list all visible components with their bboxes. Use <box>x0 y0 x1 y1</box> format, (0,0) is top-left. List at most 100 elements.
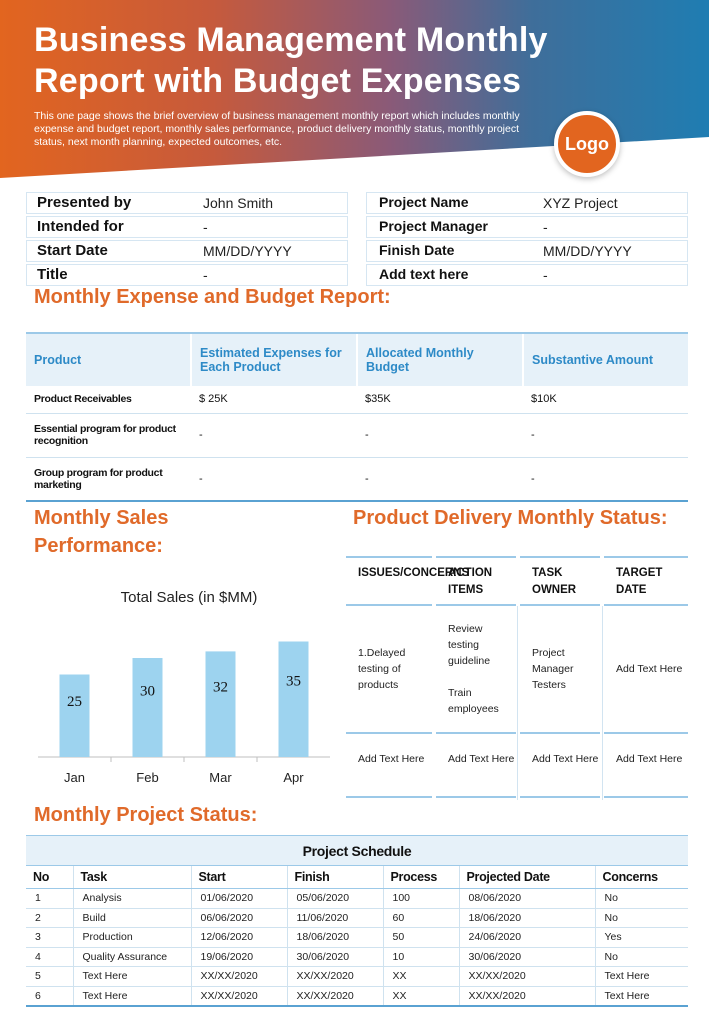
table-cell: $10K <box>523 386 688 414</box>
table-cell: XX/XX/2020 <box>286 966 383 987</box>
info-label: Project Name <box>379 194 469 210</box>
delivery-cell: Add Text Here <box>520 732 600 798</box>
expense-table: Product Estimated Expenses for Each Prod… <box>26 332 688 502</box>
table-cell: - <box>357 413 523 458</box>
info-value: - <box>543 219 548 235</box>
schedule-body: 1 Analysis 01/06/2020 05/06/2020 100 08/06/20… <box>26 888 688 1007</box>
info-label: Start Date <box>37 242 108 259</box>
table-cell: Text Here <box>72 966 191 987</box>
delivery-col-header: ACTION ITEMS <box>436 556 516 606</box>
column-divider <box>517 606 518 800</box>
expense-col-header: Product <box>26 332 191 386</box>
table-cell: 10 <box>382 947 459 967</box>
info-label: Finish Date <box>379 242 455 258</box>
schedule-col-header: Concerns <box>594 865 688 889</box>
data-label: 25 <box>67 694 82 710</box>
x-tick-label: Jan <box>64 770 85 785</box>
table-cell: Production <box>72 927 191 948</box>
table-cell: Build <box>72 908 191 928</box>
table-cell: Text Here <box>72 986 191 1007</box>
table-row: Product Receivables $ 25K $35K $10K <box>26 386 688 414</box>
table-cell: Text Here <box>594 966 688 987</box>
table-cell: No <box>594 947 688 967</box>
schedule-col-header: Finish <box>286 865 383 889</box>
info-value: - <box>203 219 208 235</box>
table-cell: 11/06/2020 <box>286 908 383 928</box>
table-cell: XX/XX/2020 <box>190 966 287 987</box>
project-schedule-table: Project Schedule No Task Start Finish Pr… <box>26 835 688 1007</box>
table-cell: - <box>523 457 688 502</box>
table-cell: 06/06/2020 <box>190 908 287 928</box>
table-cell: XX <box>382 966 459 987</box>
table-cell: 4 <box>26 947 73 967</box>
bar-mar <box>205 651 236 757</box>
table-row: 5 Text Here XX/XX/2020 XX/XX/2020 XX XX/XX/20… <box>26 966 688 987</box>
project-heading: Monthly Project Status: <box>34 804 258 826</box>
data-label: 35 <box>286 673 301 689</box>
table-cell: 100 <box>382 888 459 909</box>
table-row: 3 Production 12/06/2020 18/06/2020 50 24/06/2… <box>26 927 688 948</box>
table-cell: - <box>523 413 688 458</box>
project-schedule-title: Project Schedule <box>26 835 688 865</box>
info-label: Intended for <box>37 218 124 235</box>
schedule-col-header: Start <box>190 865 287 889</box>
table-cell: No <box>594 908 688 928</box>
bar-apr <box>278 641 309 757</box>
info-label: Project Manager <box>379 218 488 234</box>
delivery-cell: Add Text Here <box>346 732 432 798</box>
table-cell: 18/06/2020 <box>286 927 383 948</box>
table-cell: Text Here <box>594 986 688 1007</box>
table-cell: - <box>191 413 357 458</box>
chart-title: Total Sales (in $MM) <box>120 589 258 606</box>
table-cell: 30/06/2020 <box>286 947 383 967</box>
info-row-finish-date: Finish Date MM/DD/YYYY <box>366 240 688 262</box>
info-label: Presented by <box>37 194 132 211</box>
expense-col-header: Substantive Amount <box>522 332 688 386</box>
sales-heading: Monthly Sales Performance: <box>34 507 169 557</box>
schedule-col-header: Task <box>72 865 191 889</box>
delivery-cell: Review testing guideline Train employees <box>448 623 499 715</box>
table-cell: 5 <box>26 966 73 987</box>
table-cell: - <box>191 457 357 502</box>
schedule-col-header: Projected Date <box>458 865 595 889</box>
table-cell: XX/XX/2020 <box>286 986 383 1007</box>
delivery-cell: Add Text Here <box>604 732 688 798</box>
table-cell: XX/XX/2020 <box>458 986 595 1007</box>
column-divider <box>602 606 603 800</box>
delivery-col-target: TARGET DATE Add Text Here Add Text Here <box>604 556 688 800</box>
table-cell: 2 <box>26 908 73 928</box>
table-cell: 60 <box>382 908 459 928</box>
table-row: 6 Text Here XX/XX/2020 XX/XX/2020 XX XX/XX/20… <box>26 986 688 1007</box>
expense-heading: Monthly Expense and Budget Report: <box>34 286 391 308</box>
delivery-col-header: ISSUES/CONCERNS <box>346 556 469 606</box>
info-label: Title <box>37 266 68 283</box>
delivery-col-issues: ISSUES/CONCERNS 1.Delayed testing of pro… <box>346 556 469 800</box>
info-row-presented-by: Presented by John Smith <box>26 192 348 214</box>
table-cell: 24/06/2020 <box>458 927 595 948</box>
info-row-intended-for: Intended for - <box>26 216 348 238</box>
delivery-col-header: TASK OWNER <box>520 556 600 606</box>
table-cell: $35K <box>357 386 523 414</box>
info-value: MM/DD/YYYY <box>203 243 292 259</box>
delivery-col-owner: TASK OWNER Project Manager Testers Add T… <box>520 556 600 800</box>
info-value: XYZ Project <box>543 195 618 211</box>
x-tick-label: Mar <box>209 770 232 785</box>
table-cell: XX <box>382 986 459 1007</box>
bar-jan <box>59 674 90 757</box>
table-cell: 50 <box>382 927 459 948</box>
table-row: 4 Quality Assurance 19/06/2020 30/06/2020 10… <box>26 947 688 967</box>
table-cell: 1 <box>26 888 73 909</box>
logo-placeholder: Logo <box>554 111 620 177</box>
info-row-project-manager: Project Manager - <box>366 216 688 238</box>
info-row-title: Title - <box>26 264 348 286</box>
x-tick-label: Feb <box>136 770 158 785</box>
schedule-col-header: Process <box>382 865 459 889</box>
info-row-add-text: Add text here - <box>366 264 688 286</box>
table-cell: 05/06/2020 <box>286 888 383 909</box>
table-cell: 30/06/2020 <box>458 947 595 967</box>
x-tick-label: Apr <box>283 770 304 785</box>
table-cell: XX/XX/2020 <box>190 986 287 1007</box>
info-value: - <box>543 267 548 283</box>
sales-chart: Total Sales (in $MM) 25 Jan 30 Feb 32 Mar 35 Ap… <box>34 585 334 795</box>
table-cell: 08/06/2020 <box>458 888 595 909</box>
